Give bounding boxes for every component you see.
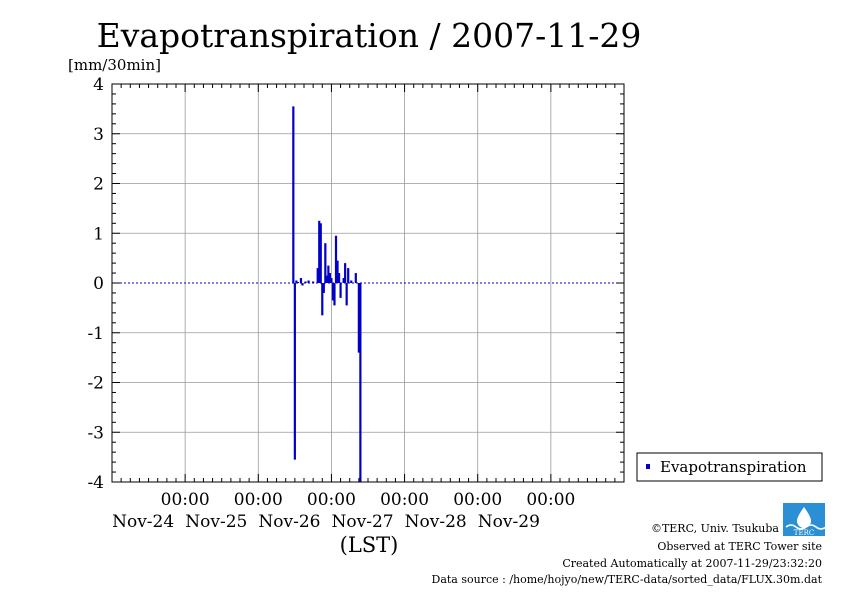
x-tick-time-label: 00:00 (307, 490, 356, 510)
logo-drop-icon (797, 507, 811, 528)
y-axis-unit-label: [mm/30min] (68, 56, 161, 74)
y-axis-ticks: 4 3 2 1 0 -1 -2 -3 -4 (87, 75, 104, 493)
legend-marker (646, 464, 650, 469)
y-tick-label: -1 (87, 324, 104, 344)
y-tick-label: 0 (93, 274, 104, 294)
logo-text: TERC (794, 529, 814, 537)
legend-label: Evapotranspiration (660, 458, 807, 476)
x-tick-time-label: 00:00 (526, 490, 575, 510)
legend-box (636, 452, 823, 482)
x-axis-ticks: 00:00Nov-2400:00Nov-2500:00Nov-2600:00No… (112, 490, 575, 532)
x-tick-time-label: 00:00 (161, 490, 210, 510)
terc-logo: TERC (783, 503, 827, 537)
x-tick-time-label: 00:00 (453, 490, 502, 510)
x-tick-date-label: Nov-27 (332, 512, 394, 532)
x-tick-time-label: 00:00 (380, 490, 429, 510)
y-tick-label: 2 (93, 175, 104, 195)
y-tick-label: 3 (93, 125, 104, 145)
credit-created: Created Automatically at 2007-11-29/23:3… (562, 557, 822, 570)
y-tick-label: 4 (93, 75, 104, 95)
x-tick-date-label: Nov-29 (478, 512, 540, 532)
x-tick-time-label: 00:00 (234, 490, 283, 510)
credits: ©TERC, Univ. Tsukuba Observed at TERC To… (432, 522, 823, 586)
x-tick-date-label: Nov-24 (112, 512, 174, 532)
y-tick-label: 1 (93, 224, 104, 244)
series-evapotranspiration (112, 106, 624, 482)
chart-title: Evapotranspiration / 2007-11-29 (97, 16, 642, 55)
plot-frame (111, 83, 625, 483)
y-tick-label: -3 (87, 423, 104, 443)
y-tick-label: -4 (87, 473, 104, 493)
legend: Evapotranspiration (636, 452, 823, 482)
x-tick-date-label: Nov-28 (405, 512, 467, 532)
y-tick-label: -2 (87, 374, 104, 394)
x-tick-date-label: Nov-26 (258, 512, 320, 532)
x-axis-title: (LST) (340, 533, 399, 557)
logo-wave-icon (785, 524, 827, 530)
x-tick-date-label: Nov-25 (185, 512, 247, 532)
credit-site: Observed at TERC Tower site (657, 540, 822, 553)
credit-source: Data source : /home/hojyo/new/TERC-data/… (432, 573, 823, 586)
credit-org: ©TERC, Univ. Tsukuba (651, 522, 779, 535)
